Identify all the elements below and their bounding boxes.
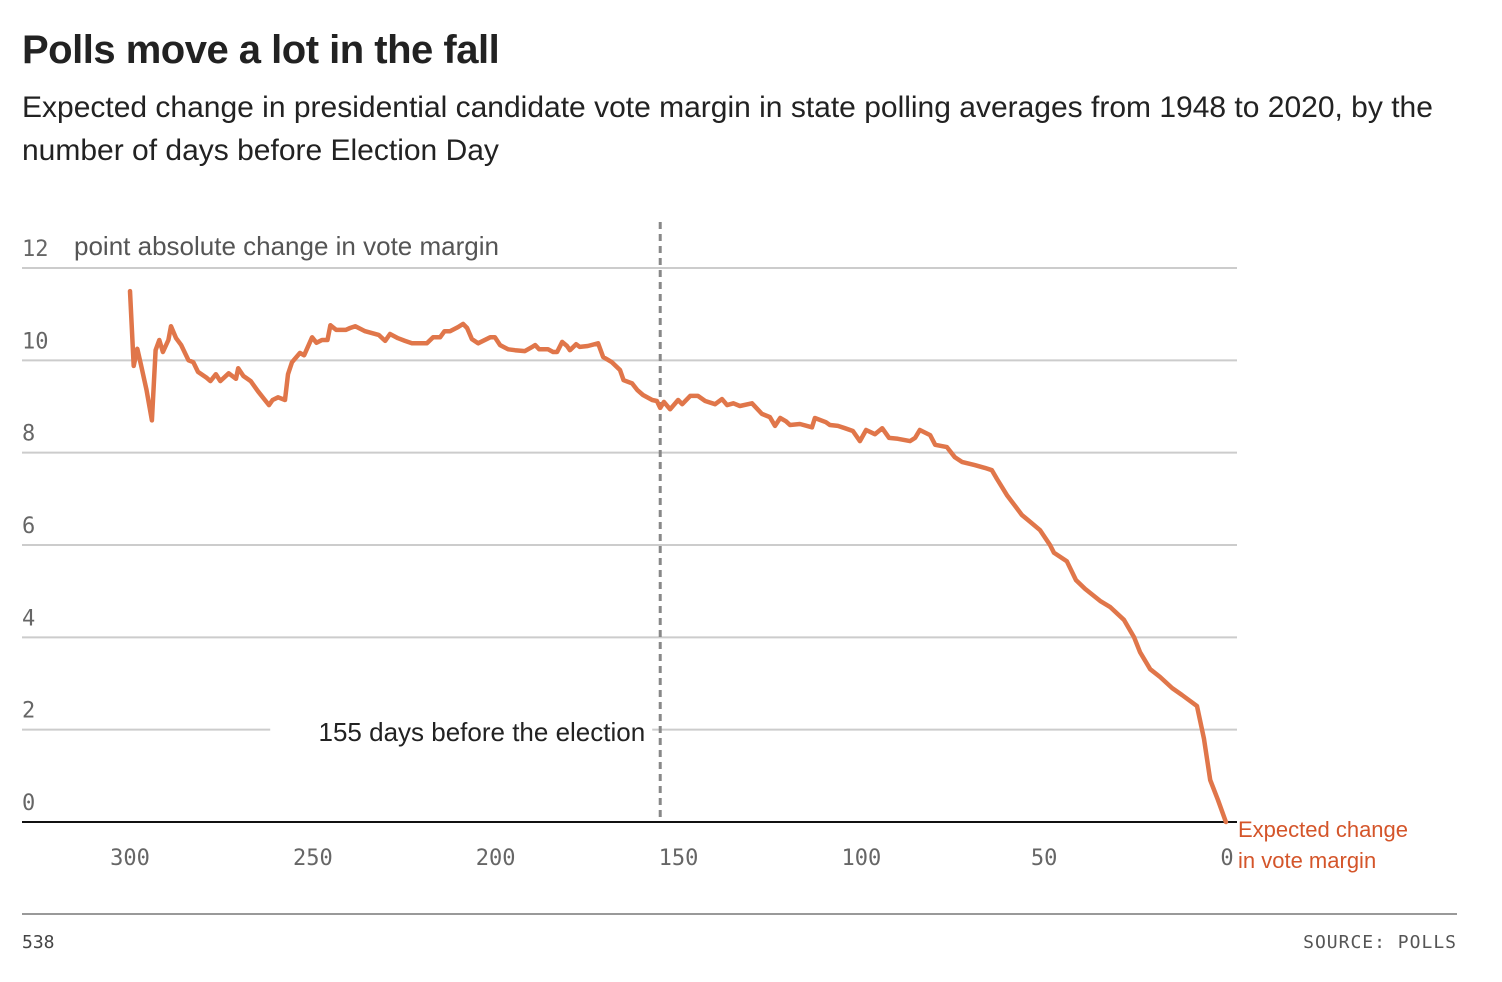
x-tick-label: 100 (841, 846, 881, 871)
x-tick-label: 50 (1031, 846, 1058, 871)
chart-title: Polls move a lot in the fall (22, 28, 500, 72)
annotation-label: 155 days before the election (319, 717, 646, 747)
y-tick-label: 10 (22, 329, 49, 354)
series-end-label-line1: Expected change (1238, 817, 1408, 842)
series-line-expected-change (127, 288, 1229, 825)
footer-divider (22, 913, 1457, 915)
y-tick-label: 6 (22, 514, 35, 539)
x-tick-label: 250 (293, 846, 333, 871)
footer-credit: 538 (22, 932, 55, 953)
y-tick-labels: 0 2 4 6 8 10 12 (22, 237, 49, 816)
y-tick-label: 4 (22, 606, 35, 631)
y-axis-label: point absolute change in vote margin (74, 231, 499, 261)
y-tick-label: 12 (22, 237, 49, 262)
chart-subtitle: Expected change in presidential candidat… (22, 91, 1433, 167)
x-tick-label: 300 (110, 846, 150, 871)
x-tick-label: 200 (476, 846, 516, 871)
annotation-label-background (270, 712, 653, 748)
y-tick-label: 2 (22, 699, 35, 724)
gridlines (22, 267, 1237, 731)
series-end-label-line2: in vote margin (1238, 848, 1376, 873)
x-tick-label: 0 (1220, 846, 1233, 871)
y-tick-label: 0 (22, 791, 35, 816)
footer-source: SOURCE: POLLS (1303, 932, 1457, 953)
x-tick-label: 150 (659, 846, 699, 871)
line-chart: 0 2 4 6 8 10 12 point absolute change in vote … (22, 222, 1408, 873)
y-tick-label: 8 (22, 422, 35, 447)
x-tick-labels: 300 250 200 150 100 50 0 (110, 846, 1234, 871)
